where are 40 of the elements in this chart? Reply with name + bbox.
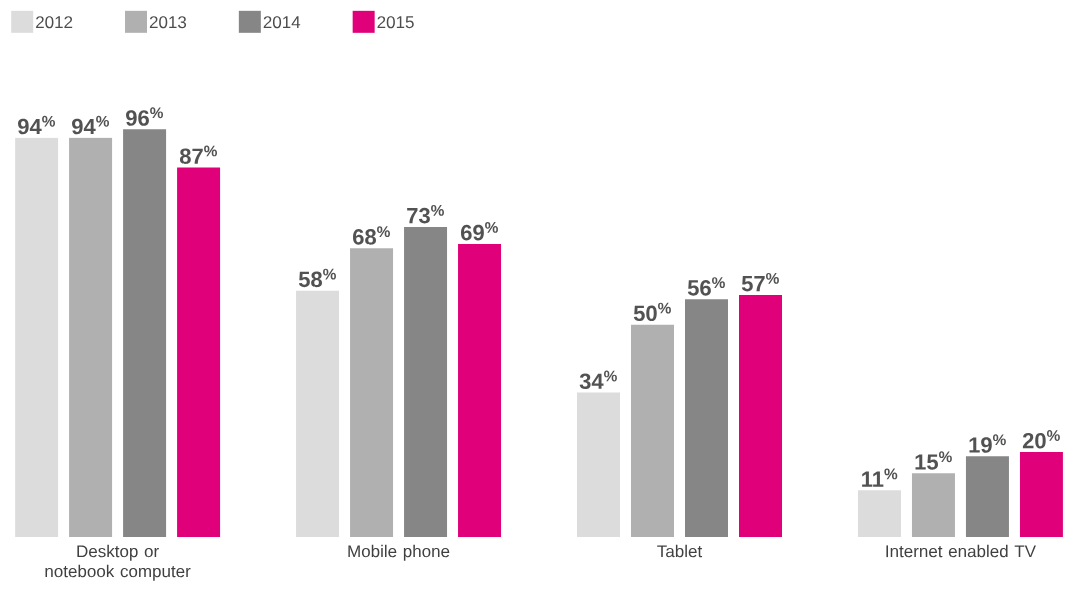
data-label: 50$^{%}$ bbox=[633, 302, 671, 322]
data-label: 73$^{%}$ bbox=[407, 204, 444, 224]
x-tick-label: Internet enabled TV bbox=[886, 544, 1036, 558]
data-label: 15$^{%}$ bbox=[915, 451, 952, 470]
bar bbox=[296, 290, 340, 537]
data-label: 34$^{%}$ bbox=[579, 370, 617, 390]
bar bbox=[69, 137, 113, 537]
legend-label: 2013 bbox=[149, 16, 187, 29]
bar bbox=[350, 248, 394, 537]
legend-label: 2012 bbox=[36, 16, 73, 29]
data-label: 57$^{%}$ bbox=[741, 272, 779, 292]
data-label: 69$^{%}$ bbox=[461, 221, 498, 241]
x-tick-label: Desktop or notebook computer bbox=[45, 544, 191, 581]
bar bbox=[911, 473, 955, 537]
bar bbox=[965, 456, 1009, 537]
bar bbox=[739, 294, 782, 537]
bar bbox=[15, 137, 59, 537]
legend-label: 2015 bbox=[377, 16, 414, 29]
data-label: 56$^{%}$ bbox=[687, 277, 725, 296]
bar bbox=[1019, 452, 1063, 537]
bar bbox=[123, 129, 167, 537]
legend-label: 2014 bbox=[263, 16, 301, 29]
data-label: 19$^{%}$ bbox=[969, 434, 1006, 453]
data-label: 68$^{%}$ bbox=[353, 226, 390, 245]
bar bbox=[857, 490, 901, 537]
x-tick-label: Mobile phone bbox=[348, 544, 450, 561]
bar bbox=[685, 299, 728, 537]
data-label: 87$^{%}$ bbox=[179, 145, 218, 164]
bar bbox=[404, 226, 448, 537]
data-label: 94$^{%}$ bbox=[72, 115, 110, 135]
bar bbox=[631, 324, 674, 537]
bar bbox=[177, 167, 221, 537]
data-label: 96$^{%}$ bbox=[126, 107, 164, 126]
data-label: 58$^{%}$ bbox=[298, 268, 336, 288]
data-label: 11$^{%}$ bbox=[862, 468, 898, 487]
x-tick-label: Tablet bbox=[657, 544, 703, 558]
bar bbox=[458, 243, 502, 537]
bar bbox=[577, 392, 620, 537]
data-label: 20$^{%}$ bbox=[1022, 430, 1060, 449]
data-label: 94$^{%}$ bbox=[18, 115, 56, 135]
